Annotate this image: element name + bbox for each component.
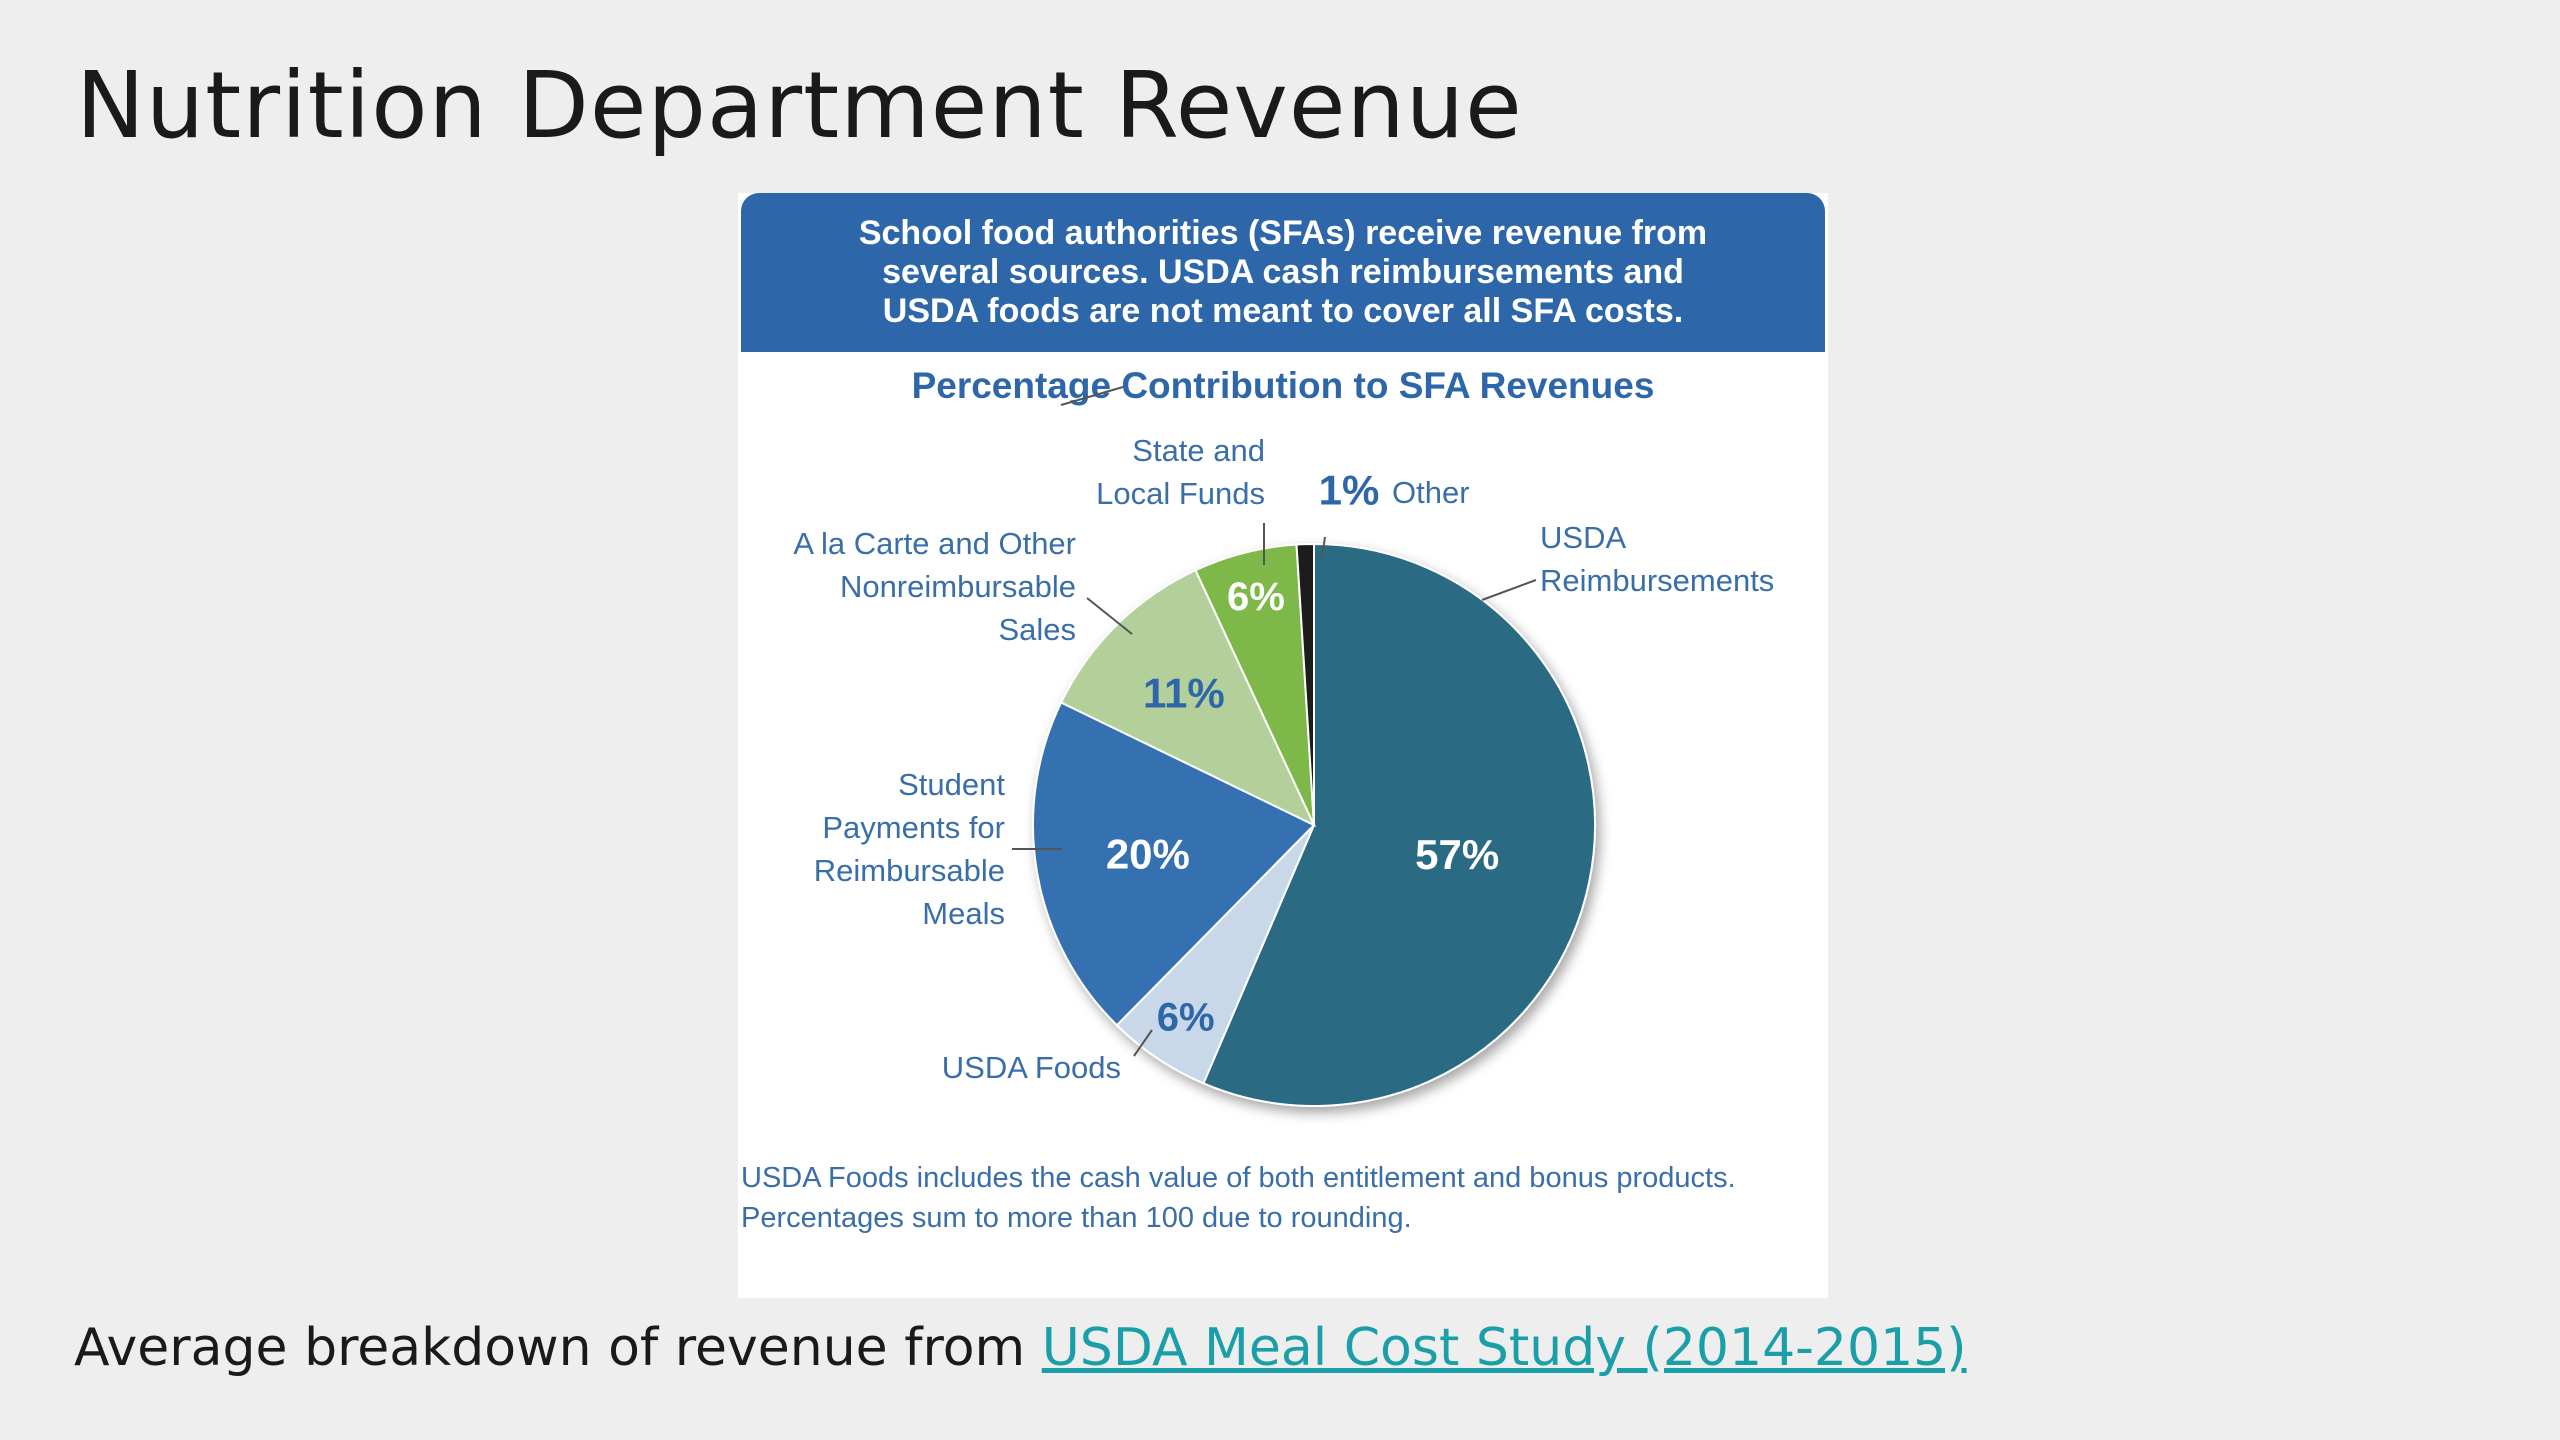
- leader-line: [1321, 536, 1326, 558]
- pie-slice: [1202, 542, 1596, 1107]
- slide-caption: Average breakdown of revenue from USDA M…: [74, 1318, 1967, 1378]
- footnote-line: USDA Foods includes the cash value of bo…: [741, 1162, 1736, 1194]
- pie-chart: Percentage Contribution to SFA Revenues …: [793, 365, 1774, 1107]
- pie-slice: [1059, 568, 1317, 828]
- slice-category-label: Payments for: [822, 810, 1005, 845]
- pie-slice: [1295, 542, 1315, 826]
- slice-category-label: Meals: [922, 896, 1005, 931]
- slice-category-label: Reimbursable: [814, 853, 1005, 888]
- slice-value-label: 1%: [1319, 467, 1380, 514]
- chart-figure: School food authorities (SFAs) receive r…: [738, 193, 1828, 1298]
- leader-line: [1086, 597, 1133, 635]
- pie-slices: [1032, 542, 1596, 1107]
- slice-category-label: Local Funds: [1096, 476, 1265, 511]
- slice-category-label: USDA Foods: [942, 1050, 1121, 1085]
- banner-line: several sources. USDA cash reimbursement…: [882, 253, 1684, 291]
- slice-category-label: A la Carte and Other: [793, 526, 1076, 561]
- slice-category-label: Student: [898, 767, 1005, 802]
- usda-study-link[interactable]: USDA Meal Cost Study (2014-2015): [1041, 1318, 1967, 1378]
- slice-category-label: USDA: [1540, 520, 1626, 555]
- slice-value-label: 20%: [1106, 830, 1190, 877]
- slice-category-label: Other: [1392, 475, 1470, 510]
- slice-value-label: 57%: [1415, 831, 1499, 878]
- pie-slice: [1032, 701, 1316, 1027]
- slice-category-label: Reimbursements: [1540, 563, 1774, 598]
- caption-text: Average breakdown of revenue from: [74, 1318, 1042, 1378]
- chart-footnote: USDA Foods includes the cash value of bo…: [741, 1158, 1736, 1238]
- chart-banner: School food authorities (SFAs) receive r…: [741, 193, 1825, 352]
- slice-value-label: 11%: [1143, 670, 1225, 717]
- leader-line: [1481, 579, 1537, 601]
- slice-category-label: Sales: [998, 612, 1076, 647]
- slice-category-label: State and: [1132, 433, 1265, 468]
- banner-line: School food authorities (SFAs) receive r…: [858, 214, 1708, 252]
- footnote-line: Percentages sum to more than 100 due to …: [741, 1202, 1412, 1234]
- banner-line: USDA foods are not meant to cover all SF…: [882, 292, 1684, 330]
- slide-title: Nutrition Department Revenue: [76, 52, 1523, 159]
- slice-value-label: 6%: [1157, 995, 1215, 1039]
- leader-line: [1060, 386, 1124, 406]
- leader-lines: [1012, 386, 1537, 1057]
- chart-title: Percentage Contribution to SFA Revenues: [912, 365, 1655, 406]
- slice-value-label: 6%: [1227, 575, 1285, 619]
- slice-category-label: Nonreimbursable: [840, 569, 1076, 604]
- leader-line: [1133, 1029, 1153, 1057]
